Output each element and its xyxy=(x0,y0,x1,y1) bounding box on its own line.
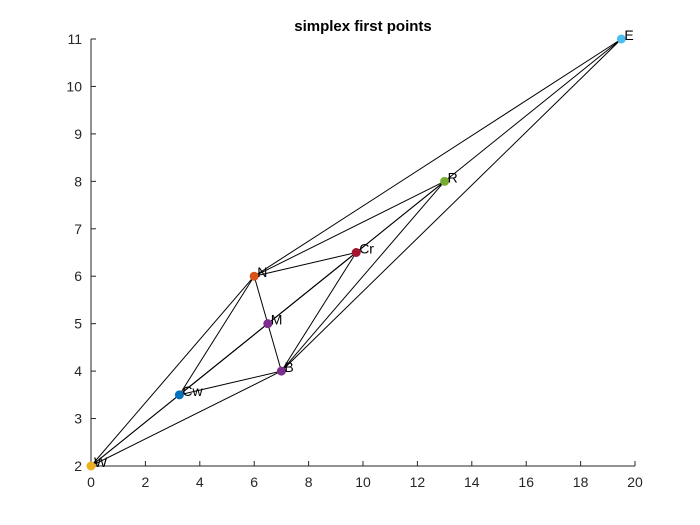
point-cr xyxy=(351,248,361,257)
x-tick-label: 8 xyxy=(305,474,313,490)
point-b xyxy=(276,366,286,376)
points-layer: W Cw B M N Cr R E xyxy=(86,27,634,471)
point-label-r: R xyxy=(448,169,458,185)
segment-cw-n xyxy=(178,275,255,396)
point-label-m: M xyxy=(271,312,283,328)
point-label-e: E xyxy=(624,27,633,43)
x-tick-label: 6 xyxy=(250,474,258,490)
point-cw xyxy=(174,390,184,400)
y-tick-label: 4 xyxy=(74,363,82,379)
x-tick-label: 18 xyxy=(573,474,589,490)
segment-w-n xyxy=(90,275,255,467)
segment-b-cr xyxy=(280,252,357,372)
point-label-w: W xyxy=(94,454,108,470)
y-tick-label: 9 xyxy=(74,126,82,142)
x-tick-label: 14 xyxy=(464,474,480,490)
y-tick-label: 7 xyxy=(74,221,82,237)
y-tick-label: 11 xyxy=(67,31,82,47)
point-label-cw: Cw xyxy=(182,383,203,399)
x-tick-label: 12 xyxy=(410,474,426,490)
y-tick-label: 10 xyxy=(66,78,82,94)
point-m xyxy=(263,319,273,329)
segment-b-r xyxy=(281,181,445,372)
x-tick-label: 0 xyxy=(87,474,95,490)
y-tick-label: 8 xyxy=(74,173,82,189)
x-tick-label: 10 xyxy=(355,474,371,490)
y-tick-label: 3 xyxy=(74,411,82,427)
chart-title: simplex first points xyxy=(294,18,432,35)
x-tick-label: 20 xyxy=(627,474,643,490)
point-n xyxy=(249,271,259,281)
point-e xyxy=(616,34,626,44)
y-tick-label: 2 xyxy=(74,458,82,474)
segment-n-e xyxy=(253,38,622,277)
point-label-b: B xyxy=(284,359,293,375)
point-label-n: N xyxy=(257,264,267,280)
segment-b-e xyxy=(281,38,622,372)
point-w xyxy=(86,461,96,471)
y-tick-label: 5 xyxy=(74,316,82,332)
segment-n-cr xyxy=(254,252,357,277)
segment-w-b xyxy=(90,370,282,467)
x-tick-label: 16 xyxy=(518,474,534,490)
segment-cw-b xyxy=(179,370,282,396)
x-tick-label: 4 xyxy=(196,474,204,490)
segment-n-r xyxy=(253,180,445,277)
x-tick-label: 2 xyxy=(142,474,150,490)
point-label-cr: Cr xyxy=(359,241,374,257)
y-tick-label: 6 xyxy=(74,268,82,284)
point-r xyxy=(440,176,450,186)
